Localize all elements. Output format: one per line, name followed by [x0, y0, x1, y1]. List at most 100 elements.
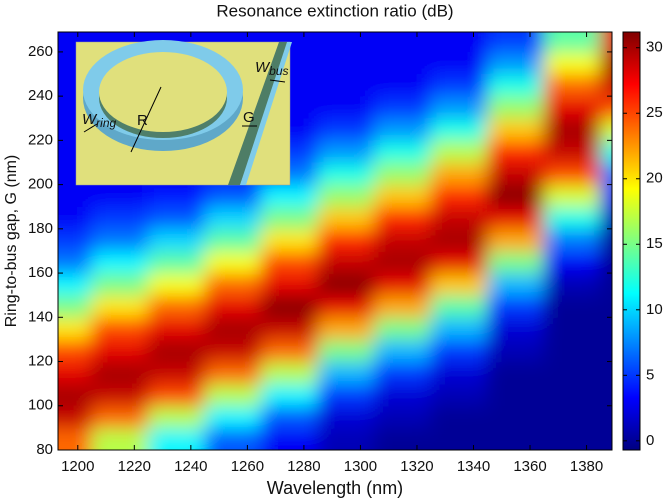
- heat-cell: [487, 139, 545, 163]
- heat-cell: [58, 427, 93, 450]
- heat-cell: [487, 51, 545, 75]
- y-tick-label: 140: [28, 308, 53, 325]
- heat-cell: [91, 338, 149, 363]
- x-tick-label: 1360: [513, 458, 546, 475]
- heat-cell: [91, 316, 149, 340]
- heat-cell: [543, 361, 602, 385]
- inset-label-main: W: [255, 59, 271, 76]
- heat-cell: [374, 272, 432, 296]
- y-axis-label: Ring-to-bus gap, G (nm): [3, 155, 20, 328]
- heat-cell: [91, 405, 149, 429]
- heat-cell: [204, 361, 263, 385]
- inset-label-sub: ring: [96, 116, 116, 130]
- heat-cell: [317, 272, 376, 296]
- inset-image: [75, 40, 292, 186]
- heat-cell: [600, 228, 612, 252]
- heat-cell: [261, 250, 319, 274]
- heat-cell: [317, 405, 376, 429]
- heat-cell: [58, 316, 93, 340]
- heat-cell: [374, 51, 432, 75]
- heat-cell: [147, 316, 206, 340]
- heat-cell: [374, 206, 432, 230]
- heat-cell: [487, 338, 545, 363]
- heat-cell: [58, 338, 93, 363]
- heat-cell: [600, 161, 612, 186]
- colorbar-tick-label: 20: [646, 170, 663, 187]
- heat-cell: [91, 294, 149, 318]
- heat-cell: [600, 51, 612, 75]
- inset-label-main: R: [137, 112, 148, 129]
- colorbar-tick-label: 5: [646, 366, 654, 383]
- heat-cell: [374, 250, 432, 274]
- heat-cell: [543, 427, 602, 450]
- heat-cell: [430, 272, 489, 296]
- heat-cell: [374, 361, 432, 385]
- heat-cell: [147, 250, 206, 274]
- heat-cell: [600, 95, 612, 119]
- heat-cell: [600, 405, 612, 429]
- heat-cell: [430, 32, 489, 53]
- heat-cell: [430, 294, 489, 318]
- heat-cell: [58, 383, 93, 407]
- heat-cell: [374, 117, 432, 141]
- heat-cell: [543, 294, 602, 318]
- x-tick-label: 1320: [400, 458, 433, 475]
- x-tick-label: 1240: [174, 458, 207, 475]
- heat-cell: [147, 383, 206, 407]
- heat-cell: [430, 139, 489, 163]
- heat-cell: [430, 338, 489, 363]
- plot-frame: [57, 31, 613, 451]
- inset-label-main: W: [82, 111, 98, 128]
- colorbar-tick-label: 30: [646, 39, 663, 56]
- heat-cell: [204, 405, 263, 429]
- heat-cell: [430, 117, 489, 141]
- heat-cell: [487, 184, 545, 208]
- heat-cell: [147, 206, 206, 230]
- heat-cell: [91, 250, 149, 274]
- heat-cell: [147, 361, 206, 385]
- inset-label: G: [243, 109, 255, 126]
- heat-cell: [487, 361, 545, 385]
- heat-cell: [261, 383, 319, 407]
- heat-cell: [600, 383, 612, 407]
- heat-cell: [204, 272, 263, 296]
- heat-cell: [261, 206, 319, 230]
- heat-cell: [487, 206, 545, 230]
- heat-cell: [430, 184, 489, 208]
- heat-cell: [317, 161, 376, 186]
- heat-cell: [374, 139, 432, 163]
- heat-cell: [58, 294, 93, 318]
- heat-cell: [317, 250, 376, 274]
- heat-cell: [430, 51, 489, 75]
- heat-cell: [600, 272, 612, 296]
- x-tick-label: 1280: [287, 458, 320, 475]
- heat-cell: [430, 405, 489, 429]
- heat-cell: [317, 338, 376, 363]
- heat-cell: [487, 161, 545, 186]
- heat-cell: [261, 184, 319, 208]
- heat-cell: [543, 338, 602, 363]
- y-tick-label: 180: [28, 220, 53, 237]
- heat-cell: [600, 184, 612, 208]
- heat-cell: [430, 206, 489, 230]
- colorbar: [622, 31, 641, 451]
- heat-cell: [147, 294, 206, 318]
- heat-cell: [317, 32, 376, 53]
- heat-cell: [374, 95, 432, 119]
- heat-cell: [600, 294, 612, 318]
- colorbar-tick-label: 15: [646, 235, 663, 252]
- y-tick-label: 120: [28, 353, 53, 370]
- heat-cell: [317, 361, 376, 385]
- heat-cell: [430, 228, 489, 252]
- heat-cell: [147, 338, 206, 363]
- heat-cell: [374, 316, 432, 340]
- heat-cell: [430, 361, 489, 385]
- heat-cell: [317, 294, 376, 318]
- heat-cell: [543, 250, 602, 274]
- heat-cell: [430, 383, 489, 407]
- heat-cell: [91, 427, 149, 450]
- heat-cell: [147, 228, 206, 252]
- heat-cell: [204, 206, 263, 230]
- heat-cell: [487, 383, 545, 407]
